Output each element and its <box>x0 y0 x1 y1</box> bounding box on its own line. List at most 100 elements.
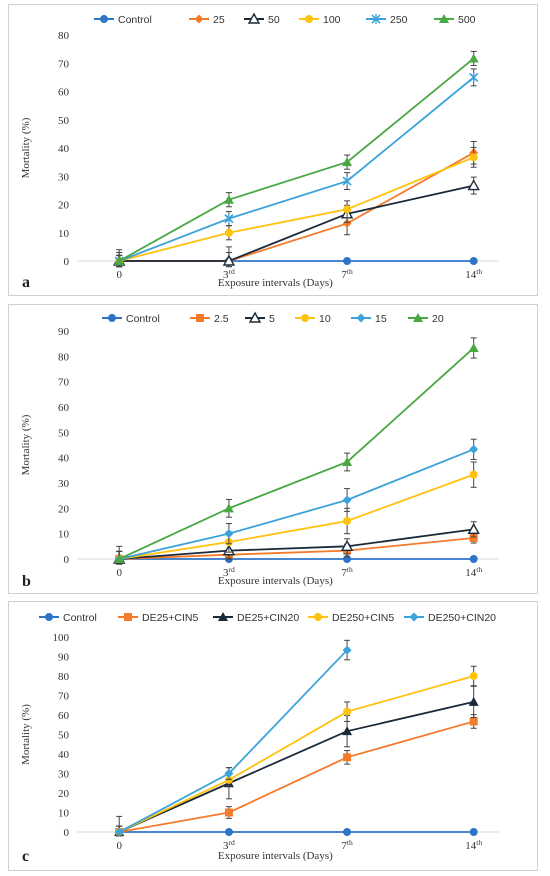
data-point <box>343 257 352 265</box>
x-tick-label: 7th <box>341 838 353 852</box>
data-point <box>340 539 354 552</box>
data-point <box>114 827 124 837</box>
y-tick-label: 40 <box>58 749 70 761</box>
x-tick-label: 0 <box>116 840 122 852</box>
y-tick-label: 10 <box>58 808 70 820</box>
mortality-chart-b: 0 10 20 30 40 50 60 70 80 90 0 3rd 7th 14th Exposure i… <box>20 311 499 590</box>
series-control <box>115 828 478 836</box>
chart-panel-a: 0 10 20 30 40 50 60 70 80 0 3rd 7th 14th Exposure int… <box>8 4 538 296</box>
legend-marker <box>45 613 53 621</box>
y-tick-label: 50 <box>58 427 70 439</box>
data-point <box>343 828 352 836</box>
y-tick-label: 20 <box>58 503 70 515</box>
series-line <box>119 473 474 560</box>
x-tick-label: 0 <box>116 269 122 281</box>
legend: Control DE25+CIN5 DE25+CIN20 DE250+CIN5 DE25… <box>39 612 496 624</box>
data-point <box>223 194 234 204</box>
panel-label: b <box>22 573 31 590</box>
chart-panel-b: 0 10 20 30 40 50 60 70 80 90 0 3rd 7th 14th Exposure i… <box>8 304 538 594</box>
series-15 <box>114 438 479 565</box>
data-point <box>224 228 233 237</box>
x-axis-title: Exposure intervals (Days) <box>218 850 333 862</box>
legend-marker <box>413 313 423 322</box>
legend-marker <box>108 314 116 322</box>
series-20 <box>114 337 479 565</box>
data-point <box>343 517 352 525</box>
series-de250-cin20 <box>114 639 352 837</box>
y-tick-label: 60 <box>58 710 70 722</box>
series-500 <box>114 50 479 268</box>
legend-label: Control <box>63 612 97 624</box>
data-point <box>469 72 479 83</box>
y-tick-label: 40 <box>58 143 70 155</box>
legend: Control 25 50 100 250 500 <box>94 12 476 26</box>
legend-marker <box>301 314 309 322</box>
y-axis-title: Mortality (%) <box>20 117 32 178</box>
legend-label: DE25+CIN5 <box>142 612 198 624</box>
y-tick-label: 50 <box>58 115 70 127</box>
legend-marker <box>218 612 228 621</box>
series-line <box>119 720 474 833</box>
y-axis-title: Mortality (%) <box>20 414 32 475</box>
data-point <box>469 533 478 542</box>
series-100 <box>115 146 478 268</box>
data-point <box>469 555 478 563</box>
data-point <box>342 218 352 228</box>
data-point <box>114 256 125 265</box>
legend-marker <box>196 314 204 322</box>
y-tick-label: 70 <box>58 58 70 70</box>
data-point <box>342 456 353 466</box>
y-axis-title: Mortality (%) <box>20 704 32 765</box>
x-tick-label: 3rd <box>223 838 235 852</box>
legend-marker <box>248 311 262 323</box>
data-point <box>222 254 236 266</box>
series-line <box>118 649 348 833</box>
legend-label: 20 <box>432 313 444 325</box>
chart-panel-c: 0 10 20 30 40 50 60 70 80 90 100 0 3rd 7th 14th Exposur… <box>8 601 538 871</box>
legend-label: DE250+CIN20 <box>428 612 496 624</box>
y-tick-label: 0 <box>64 256 70 268</box>
data-point <box>469 257 478 265</box>
data-point <box>468 696 479 706</box>
data-point <box>224 213 234 224</box>
data-point <box>467 179 480 191</box>
legend-label: DE25+CIN20 <box>237 612 299 624</box>
series-line <box>119 528 474 560</box>
y-tick-label: 70 <box>58 691 70 703</box>
data-point <box>468 53 479 63</box>
y-tick-label: 20 <box>58 200 70 212</box>
data-point <box>114 554 125 563</box>
data-point <box>224 769 234 778</box>
y-tick-label: 90 <box>58 326 70 338</box>
series-50 <box>113 176 480 268</box>
y-tick-label: 60 <box>58 87 70 99</box>
y-tick-label: 20 <box>58 788 70 800</box>
legend-marker <box>371 14 381 24</box>
legend-label: 15 <box>375 313 387 325</box>
y-tick-label: 60 <box>58 402 70 414</box>
data-point <box>343 205 352 214</box>
y-tick-label: 30 <box>58 478 70 490</box>
data-point <box>224 808 233 817</box>
data-point <box>343 707 352 716</box>
x-axis-title: Exposure intervals (Days) <box>218 575 333 587</box>
x-tick-label: 7th <box>341 565 353 579</box>
series-de25-cin20 <box>114 685 479 837</box>
series-line <box>118 57 475 262</box>
y-tick-label: 10 <box>58 228 70 240</box>
y-tick-label: 0 <box>64 827 70 839</box>
legend-marker <box>100 15 108 23</box>
legend: Control 2.5 5 10 15 20 <box>102 311 444 325</box>
legend-label: Control <box>118 14 152 26</box>
series-line <box>118 347 475 560</box>
mortality-chart-c: 0 10 20 30 40 50 60 70 80 90 100 0 3rd 7th 14th Exposur… <box>20 612 499 865</box>
data-point <box>469 444 479 454</box>
x-axis-title: Exposure intervals (Days) <box>218 277 333 289</box>
legend-label: 500 <box>458 14 476 26</box>
series-line <box>118 76 475 262</box>
series-de250-cin5 <box>115 665 478 837</box>
legend-marker <box>305 15 313 23</box>
series-de25-cin5 <box>115 714 478 837</box>
data-point <box>468 342 479 352</box>
legend-label: Control <box>126 313 160 325</box>
